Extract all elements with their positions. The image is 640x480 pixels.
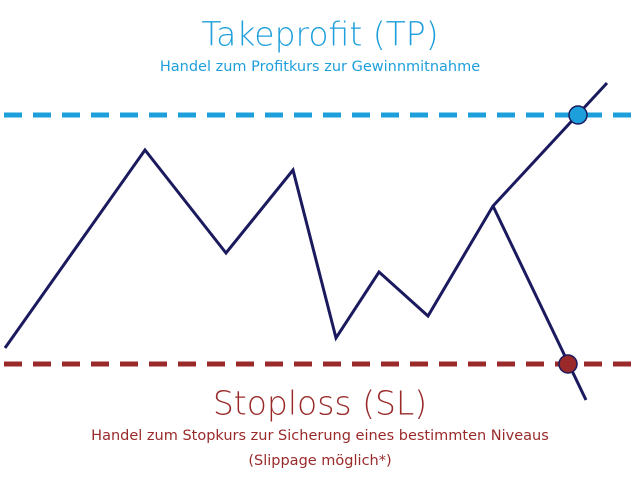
- tp-hit-point: [568, 105, 588, 125]
- tp-description: Handel zum Profitkurs zur Gewinnmitnahme: [160, 59, 480, 75]
- sl-title: Stoploss (SL): [213, 384, 427, 423]
- sl-hit-point: [558, 354, 578, 374]
- sl-description: Handel zum Stopkurs zur Sicherung eines …: [91, 428, 549, 444]
- price-path: [3, 81, 609, 349]
- tp-title: Takeprofit (TP): [201, 15, 438, 54]
- sl-note: (Slippage möglich*): [248, 453, 391, 469]
